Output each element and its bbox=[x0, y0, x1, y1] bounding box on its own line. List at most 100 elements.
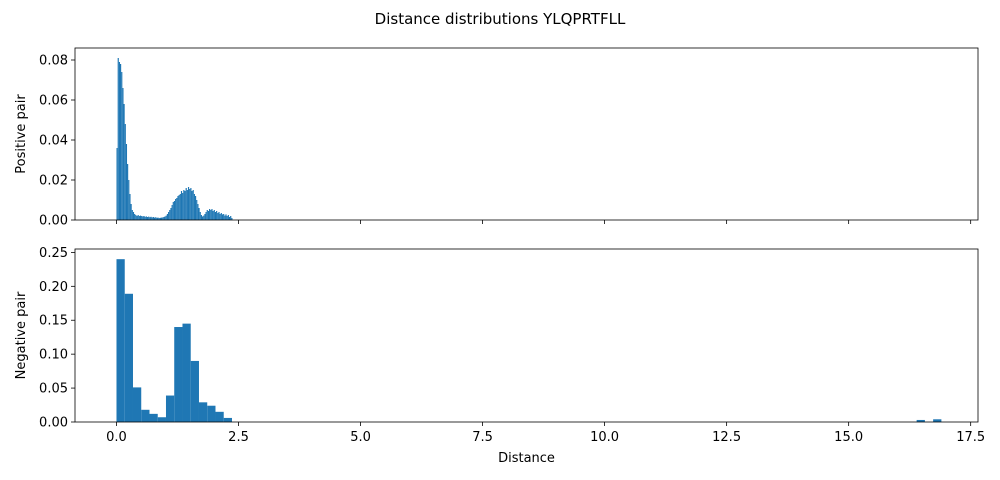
positive-pair-bar-96 bbox=[228, 217, 231, 220]
negative-pair-y-tick-label-4: 0.20 bbox=[39, 280, 68, 295]
figure-title: Distance distributions YLQPRTFLL bbox=[375, 10, 626, 28]
positive-pair-bar-17 bbox=[136, 216, 138, 220]
positive-pair-bar-75 bbox=[204, 214, 206, 220]
positive-pair-bar-95 bbox=[227, 215, 229, 220]
negative-pair-bar-5 bbox=[157, 417, 166, 422]
positive-pair-bar-88 bbox=[219, 214, 221, 220]
positive-pair-y-ticks: 0.00 0.02 0.04 0.06 0.08 bbox=[39, 54, 75, 229]
positive-pair-bar-57 bbox=[183, 190, 185, 220]
positive-pair-bar-29 bbox=[150, 216, 152, 220]
positive-pair-bar-63 bbox=[190, 188, 192, 220]
positive-pair-bar-59 bbox=[185, 188, 187, 220]
positive-pair-bar-76 bbox=[205, 212, 207, 220]
positive-pair-bar-91 bbox=[223, 214, 225, 220]
negative-pair-bar-9 bbox=[190, 360, 199, 422]
positive-pair-bar-53 bbox=[178, 195, 180, 220]
positive-pair-bar-68 bbox=[196, 200, 198, 220]
positive-pair-bar-30 bbox=[151, 217, 153, 220]
positive-pair-bar-66 bbox=[193, 194, 195, 220]
positive-pair-bar-67 bbox=[194, 196, 197, 220]
positive-pair-bar-77 bbox=[206, 210, 208, 220]
positive-pair-bar-44 bbox=[168, 212, 170, 220]
positive-pair-bar-36 bbox=[158, 218, 160, 220]
negative-pair-bar-6 bbox=[165, 395, 175, 422]
negative-pair-axes-frame bbox=[74, 248, 979, 423]
positive-pair-bar-74 bbox=[203, 215, 205, 220]
positive-pair-bar-70 bbox=[198, 208, 200, 220]
positive-pair-bar-25 bbox=[145, 216, 147, 220]
positive-pair-bar-0 bbox=[116, 148, 118, 220]
positive-pair-bar-7 bbox=[124, 124, 126, 220]
positive-pair-bar-37 bbox=[159, 217, 161, 220]
negative-pair-y-tick-label-0: 0.00 bbox=[39, 416, 68, 431]
positive-pair-bar-33 bbox=[155, 217, 157, 220]
positive-pair-bar-49 bbox=[173, 201, 176, 220]
positive-pair-y-tick-label-3: 0.06 bbox=[39, 94, 68, 109]
negative-pair-bar-11 bbox=[207, 405, 216, 422]
positive-pair-bar-12 bbox=[130, 204, 132, 220]
positive-pair-y-tick-label-4: 0.08 bbox=[39, 54, 68, 69]
positive-pair-x-ticks bbox=[116, 220, 972, 224]
negative-pair-panel: 0.0 2.5 5.0 7.5 10.0 12.5 15.0 17.5 0.00 0.05 0.1… bbox=[14, 246, 985, 466]
positive-pair-y-tick-label-2: 0.04 bbox=[39, 134, 68, 149]
positive-pair-bar-93 bbox=[225, 214, 227, 220]
negative-pair-y-label: Negative pair bbox=[14, 291, 29, 379]
positive-pair-bar-92 bbox=[224, 215, 226, 220]
positive-pair-panel: 0.00 0.02 0.04 0.06 0.08 Positive pair bbox=[14, 47, 979, 229]
positive-pair-bar-78 bbox=[207, 211, 210, 220]
positive-pair-bar-2 bbox=[118, 62, 120, 220]
negative-pair-bar-12 bbox=[215, 411, 224, 422]
positive-pair-bar-13 bbox=[131, 210, 133, 220]
negative-pair-bar-0 bbox=[116, 259, 125, 422]
positive-pair-bar-43 bbox=[166, 214, 169, 220]
negative-pair-bar-14 bbox=[916, 419, 925, 422]
positive-pair-bar-85 bbox=[216, 211, 218, 220]
positive-pair-bar-61 bbox=[187, 187, 190, 220]
positive-pair-bar-23 bbox=[143, 216, 145, 220]
positive-pair-bar-80 bbox=[210, 210, 212, 220]
positive-pair-bar-38 bbox=[161, 217, 163, 220]
positive-pair-bar-46 bbox=[170, 208, 172, 220]
negative-pair-bar-15 bbox=[933, 419, 942, 422]
positive-pair-bar-55 bbox=[180, 191, 183, 220]
positive-pair-bar-48 bbox=[172, 202, 174, 220]
positive-pair-bar-54 bbox=[179, 194, 181, 220]
x-axis-label: Distance bbox=[498, 451, 555, 466]
positive-pair-bar-41 bbox=[164, 216, 166, 220]
positive-pair-y-tick-label-1: 0.02 bbox=[39, 174, 68, 189]
positive-pair-bar-11 bbox=[129, 194, 131, 220]
positive-pair-bar-73 bbox=[202, 216, 204, 220]
positive-pair-bar-58 bbox=[184, 191, 186, 220]
positive-pair-bar-27 bbox=[148, 216, 150, 220]
positive-pair-bar-8 bbox=[125, 144, 128, 220]
positive-pair-bar-47 bbox=[171, 205, 173, 220]
negative-pair-y-tick-label-2: 0.10 bbox=[39, 348, 68, 363]
positive-pair-bar-40 bbox=[163, 217, 165, 220]
positive-pair-bar-87 bbox=[218, 212, 220, 220]
negative-pair-x-tick-label-1: 2.5 bbox=[228, 430, 249, 445]
negative-pair-bars bbox=[116, 259, 942, 422]
negative-pair-y-ticks: 0.00 0.05 0.10 0.15 0.20 0.25 bbox=[39, 246, 75, 431]
negative-pair-y-tick-label-3: 0.15 bbox=[39, 314, 68, 329]
positive-pair-bar-90 bbox=[221, 214, 224, 220]
positive-pair-y-tick-label-0: 0.00 bbox=[39, 214, 68, 229]
positive-pair-bar-82 bbox=[212, 211, 214, 220]
positive-pair-bar-5 bbox=[122, 88, 124, 220]
positive-pair-bar-65 bbox=[192, 190, 194, 220]
negative-pair-x-tick-label-3: 7.5 bbox=[472, 430, 493, 445]
positive-pair-y-label: Positive pair bbox=[14, 94, 29, 174]
positive-pair-bar-81 bbox=[211, 209, 213, 220]
negative-pair-x-tick-label-5: 12.5 bbox=[712, 430, 741, 445]
negative-pair-x-ticks: 0.0 2.5 5.0 7.5 10.0 12.5 15.0 17.5 bbox=[106, 422, 985, 445]
positive-pair-bar-62 bbox=[189, 189, 191, 220]
positive-pair-bar-60 bbox=[186, 190, 188, 220]
positive-pair-bar-94 bbox=[226, 216, 228, 220]
negative-pair-bar-8 bbox=[182, 323, 191, 422]
negative-pair-bar-3 bbox=[141, 409, 150, 422]
positive-pair-bar-51 bbox=[176, 198, 178, 220]
positive-pair-bar-4 bbox=[121, 72, 123, 220]
positive-pair-bar-45 bbox=[169, 210, 171, 220]
positive-pair-bar-84 bbox=[214, 212, 217, 220]
positive-pair-bar-18 bbox=[137, 215, 139, 220]
positive-pair-bar-20 bbox=[139, 215, 142, 220]
